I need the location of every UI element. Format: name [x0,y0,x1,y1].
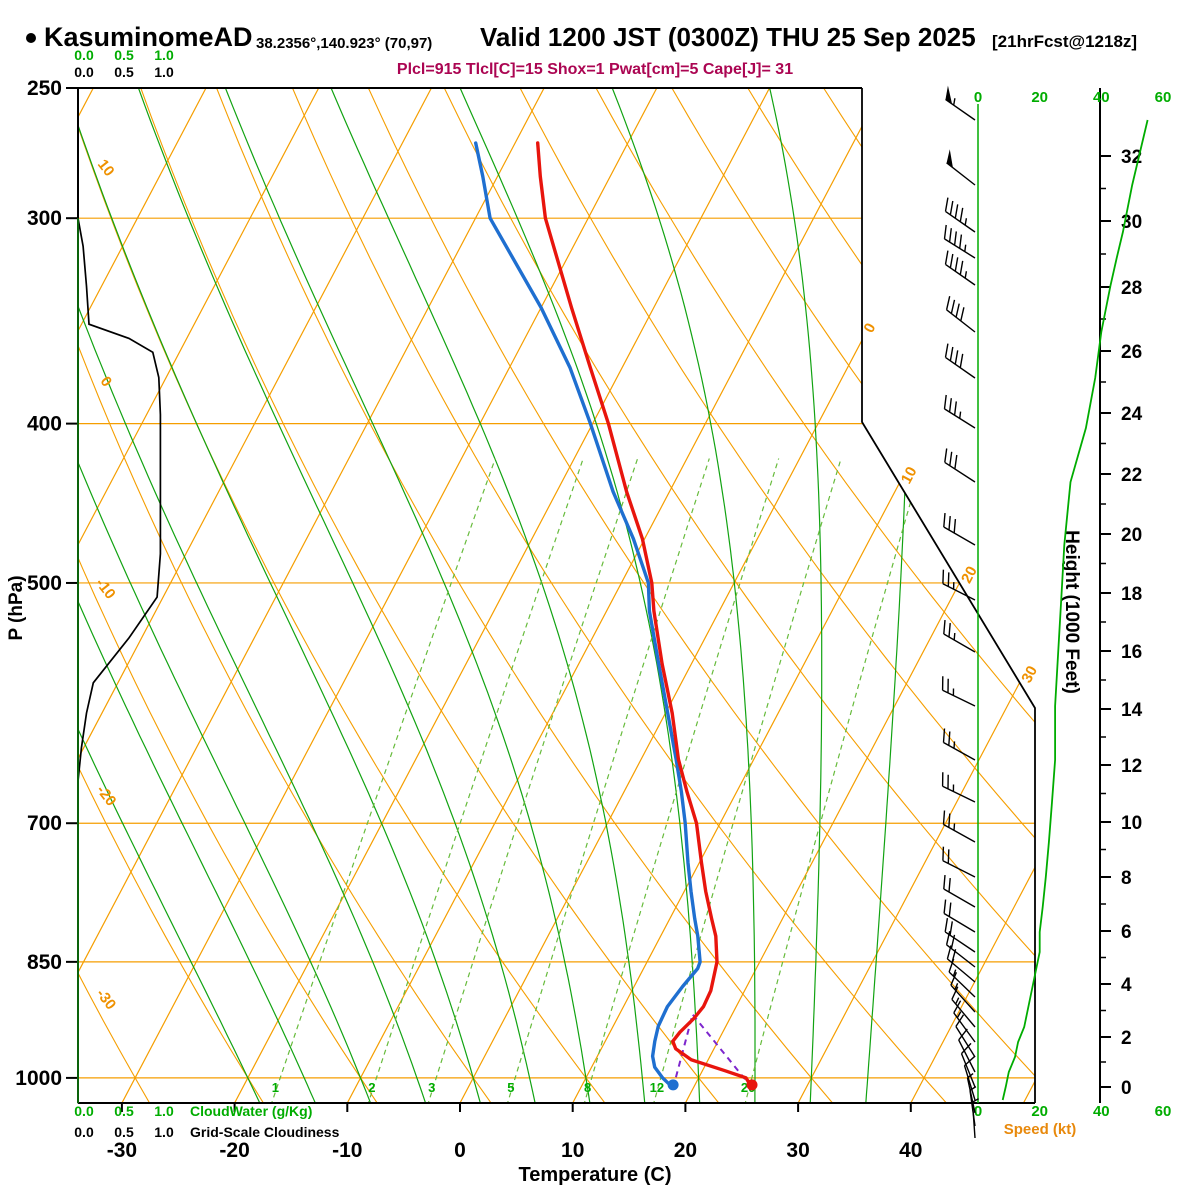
svg-text:1000: 1000 [15,1067,62,1090]
svg-text:0.0: 0.0 [74,1103,94,1119]
svg-text:1.0: 1.0 [154,64,174,80]
station-coords: 38.2356°,140.923° (70,97) [256,35,433,52]
svg-text:5: 5 [507,1080,514,1095]
svg-text:20: 20 [1121,525,1142,546]
svg-text:-20: -20 [219,1139,249,1162]
moist-adiabats [78,88,912,1103]
svg-text:12: 12 [1121,756,1142,777]
svg-text:Speed (kt): Speed (kt) [1004,1121,1077,1138]
svg-text:CloudWater (g/Kg): CloudWater (g/Kg) [190,1103,312,1119]
surface-markers [667,1079,758,1091]
mixing-ratio-labels: 123581220 [272,1080,756,1095]
dry-adiabat-labels: 100-10-20-30 [92,156,120,1013]
svg-text:4: 4 [1121,975,1132,996]
cloud-scales: 0.00.00.00.00.50.50.50.51.01.01.01.0Clou… [74,47,339,1140]
svg-text:Height (1000 Feet): Height (1000 Feet) [1061,530,1082,694]
svg-text:22: 22 [1121,465,1142,486]
svg-text:14: 14 [1121,700,1143,721]
svg-text:P (hPa): P (hPa) [6,575,27,640]
valid-time: Valid 1200 JST (0300Z) THU 25 Sep 2025 [480,22,976,52]
svg-text:0.0: 0.0 [74,64,94,80]
svg-text:6: 6 [1121,922,1132,943]
svg-text:0.5: 0.5 [114,64,134,80]
svg-text:8: 8 [584,1080,591,1095]
svg-text:60: 60 [1155,89,1172,106]
svg-text:700: 700 [27,812,62,835]
wind-speed-curve [1001,119,1149,1101]
temperature-curve [536,141,754,1090]
wind-barbs [941,85,979,1139]
plot-frame [77,87,1036,1104]
svg-text:400: 400 [27,413,62,436]
svg-text:2: 2 [1121,1028,1132,1049]
station-name: KasuminomeAD [44,22,253,52]
svg-text:-10: -10 [332,1139,362,1162]
svg-text:250: 250 [27,77,62,100]
station-bullet-icon [26,33,36,43]
dewpoint-curve [474,141,702,1090]
orange-grid [78,88,1035,1103]
svg-text:20: 20 [674,1139,697,1162]
forecast-tag: [21hrFcst@1218z] [992,32,1138,51]
svg-text:1.0: 1.0 [154,47,174,63]
svg-text:0: 0 [97,373,116,390]
svg-text:8: 8 [1121,868,1132,889]
svg-text:0.5: 0.5 [114,1103,134,1119]
svg-text:30: 30 [786,1139,809,1162]
svg-text:10: 10 [1121,813,1142,834]
svg-text:40: 40 [1093,89,1110,106]
svg-text:28: 28 [1121,278,1142,299]
svg-text:20: 20 [1031,1103,1048,1120]
svg-text:20: 20 [958,564,981,587]
svg-text:0.0: 0.0 [74,1124,94,1140]
svg-text:1.0: 1.0 [154,1124,174,1140]
svg-text:60: 60 [1155,1103,1172,1120]
svg-text:12: 12 [650,1080,664,1095]
svg-text:1.0: 1.0 [154,1103,174,1119]
svg-text:Temperature (C): Temperature (C) [519,1164,672,1186]
svg-text:-30: -30 [107,1139,137,1162]
svg-text:850: 850 [27,951,62,974]
svg-text:Grid-Scale Cloudiness: Grid-Scale Cloudiness [190,1124,340,1140]
svg-text:2: 2 [368,1080,375,1095]
svg-text:40: 40 [899,1139,922,1162]
svg-text:10: 10 [898,464,921,487]
cloudiness-profile [77,218,162,1104]
svg-text:26: 26 [1121,342,1142,363]
svg-text:40: 40 [1093,1103,1110,1120]
svg-text:500: 500 [27,572,62,595]
svg-text:10: 10 [561,1139,584,1162]
svg-text:24: 24 [1121,404,1143,425]
svg-text:10: 10 [94,156,118,180]
svg-text:0: 0 [861,320,880,335]
svg-text:20: 20 [1031,89,1048,106]
svg-text:0.0: 0.0 [74,47,94,63]
svg-text:300: 300 [27,207,62,230]
svg-text:0: 0 [454,1139,466,1162]
svg-text:0: 0 [1121,1078,1132,1099]
svg-text:3: 3 [428,1080,435,1095]
stability-parameters: Plcl=915 Tlcl[C]=15 Shox=1 Pwat[cm]=5 Ca… [396,61,794,78]
svg-text:0.5: 0.5 [114,1124,134,1140]
svg-text:0.5: 0.5 [114,47,134,63]
svg-text:30: 30 [1018,663,1041,686]
svg-text:18: 18 [1121,584,1142,605]
svg-text:1: 1 [272,1080,279,1095]
isotherm-exit-labels: 0 10 20 30 [861,320,1042,685]
svg-text:0: 0 [974,1103,982,1120]
svg-text:16: 16 [1121,642,1142,663]
svg-text:0: 0 [974,89,982,106]
